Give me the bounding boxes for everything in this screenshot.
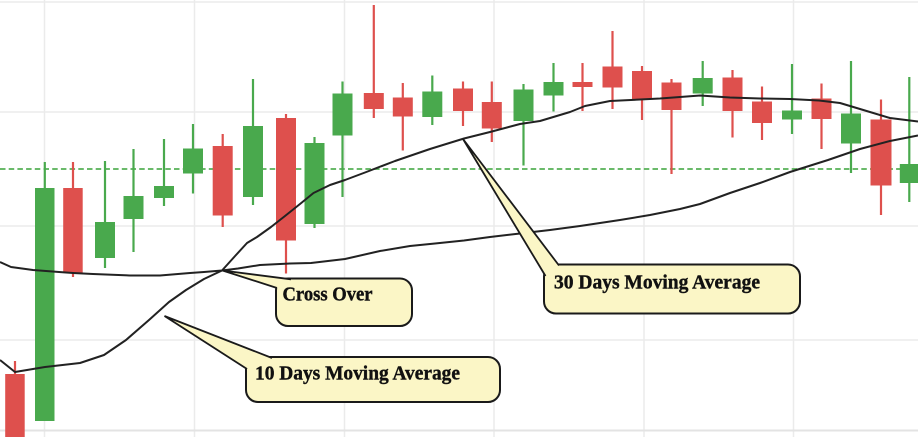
svg-text:30 Days Moving Average: 30 Days Moving Average bbox=[554, 273, 760, 294]
svg-text:10 Days Moving Average: 10 Days Moving Average bbox=[255, 364, 460, 385]
svg-text:Cross Over: Cross Over bbox=[283, 285, 373, 306]
